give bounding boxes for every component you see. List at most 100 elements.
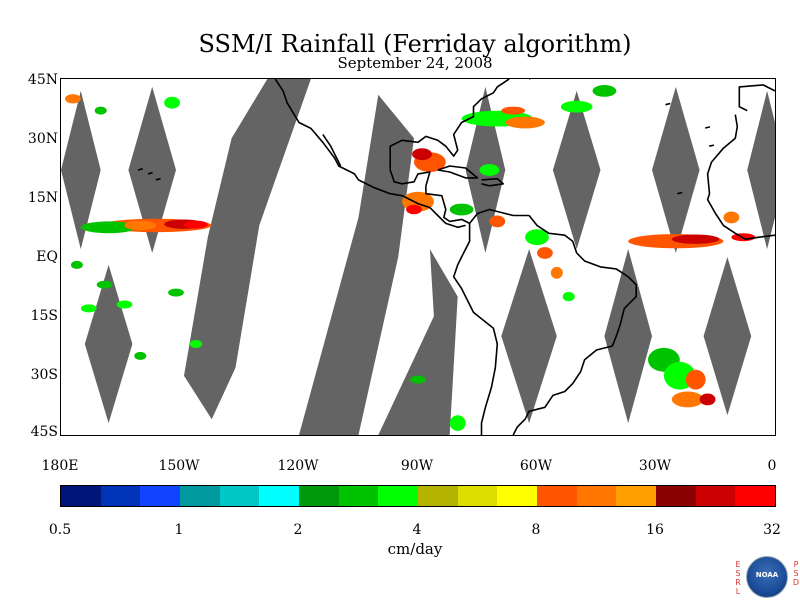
swath-gaps (61, 79, 775, 435)
lat-label-15s: 15S (30, 308, 58, 324)
rain-patch (65, 94, 81, 104)
swath-gap-diamond (61, 90, 101, 250)
rain-patch (489, 215, 506, 228)
rain-patch (685, 369, 706, 390)
rain-patch (116, 300, 133, 309)
lat-label-45n: 45N (27, 72, 58, 88)
coastline (481, 177, 505, 187)
rain-patch (592, 85, 617, 97)
colorbar-swatch (537, 486, 577, 506)
swath-gap-diamond (501, 249, 557, 424)
island-coastline (155, 177, 161, 181)
noaa-emblem-icon: NOAA (746, 556, 788, 598)
swath-gap-band (378, 249, 458, 435)
swath-gap-diamond (652, 86, 700, 254)
rain-patch (562, 291, 575, 302)
lat-label-eq: EQ (36, 249, 58, 265)
colorbar-label-16: 16 (646, 522, 664, 538)
rain-patch (184, 220, 208, 229)
lat-label-30n: 30N (27, 131, 58, 147)
swath-gap-band (299, 94, 414, 435)
lat-label-15n: 15N (27, 190, 58, 206)
rain-patch (501, 106, 526, 115)
lon-label-150w: 150W (158, 458, 200, 474)
colorbar-swatch (418, 486, 458, 506)
rain-patch (134, 351, 147, 360)
rain-patch (168, 288, 184, 297)
lat-label-45s: 45S (30, 424, 58, 440)
rain-patch (449, 415, 466, 431)
rain-patch (537, 247, 553, 259)
colorbar-label-32: 32 (763, 522, 781, 538)
colorbar-swatch (457, 486, 498, 506)
map-canvas (61, 79, 775, 435)
rain-patch (412, 148, 432, 161)
rain-patch (189, 340, 202, 348)
colorbar-label-8: 8 (531, 522, 541, 538)
swath-gap-diamond (552, 90, 601, 250)
colorbar-units: cm/day (387, 540, 443, 558)
island-coastline (137, 168, 143, 171)
rain-patch (525, 229, 549, 246)
colorbar-swatch (180, 486, 220, 506)
colorbar-label-4: 4 (412, 522, 422, 538)
swath-gap-diamond (747, 90, 775, 250)
rain-patch (94, 106, 107, 115)
coastline (389, 154, 470, 225)
rain-patch (671, 391, 704, 408)
map-title: SSM/I Rainfall (Ferriday algorithm) (198, 30, 632, 58)
lon-label-180e: 180E (41, 458, 79, 474)
swath-gap-diamond (604, 249, 652, 424)
rain-patch (80, 304, 97, 313)
coastline (706, 114, 775, 240)
rain-patch (560, 100, 593, 113)
rainfall-patches (65, 85, 756, 431)
lon-label-90w: 90W (400, 458, 434, 474)
colorbar-swatch (299, 486, 339, 506)
rain-patch (70, 260, 83, 269)
colorbar-swatch (378, 486, 419, 506)
colorbar-swatch (576, 486, 617, 506)
island-coastline (705, 126, 711, 129)
colorbar-swatch (656, 486, 696, 506)
colorbar-swatch (100, 486, 141, 506)
rain-patch (699, 393, 716, 406)
rain-patch (449, 203, 474, 216)
lat-label-30s: 30S (30, 367, 58, 383)
rain-patch (410, 375, 426, 384)
colorbar-label-2: 2 (293, 522, 303, 538)
colorbar-swatch (338, 486, 379, 506)
swath-gap-diamond (84, 264, 133, 424)
map-date: September 24, 2008 (337, 54, 493, 72)
rain-patch (164, 96, 180, 109)
rain-patch (505, 116, 545, 129)
coastlines (137, 79, 775, 435)
island-coastline (665, 102, 671, 106)
island-coastline (677, 191, 683, 195)
rain-patch (723, 211, 740, 224)
rain-patch (671, 234, 720, 244)
rain-patch (406, 204, 422, 215)
colorbar-swatch (140, 486, 181, 506)
rain-patch (96, 280, 113, 289)
lon-label-120w: 120W (277, 458, 319, 474)
coastline (738, 84, 775, 112)
colorbar-label-0-5: 0.5 (48, 522, 72, 538)
colorbar-swatch (735, 486, 776, 506)
rain-colorbar (60, 485, 776, 507)
swath-gap-diamond (703, 257, 752, 416)
rain-patch (124, 220, 157, 231)
coastline (322, 133, 342, 167)
island-coastline (709, 144, 715, 147)
swath-gap-diamond (128, 86, 176, 254)
colorbar-swatch (616, 486, 657, 506)
coastline (437, 165, 479, 179)
colorbar-swatch (219, 486, 260, 506)
colorbar-swatch (695, 486, 736, 506)
swath-gap-band (184, 79, 311, 420)
colorbar-label-1: 1 (174, 522, 184, 538)
coastline (452, 223, 499, 435)
lon-label-60w: 60W (519, 458, 553, 474)
